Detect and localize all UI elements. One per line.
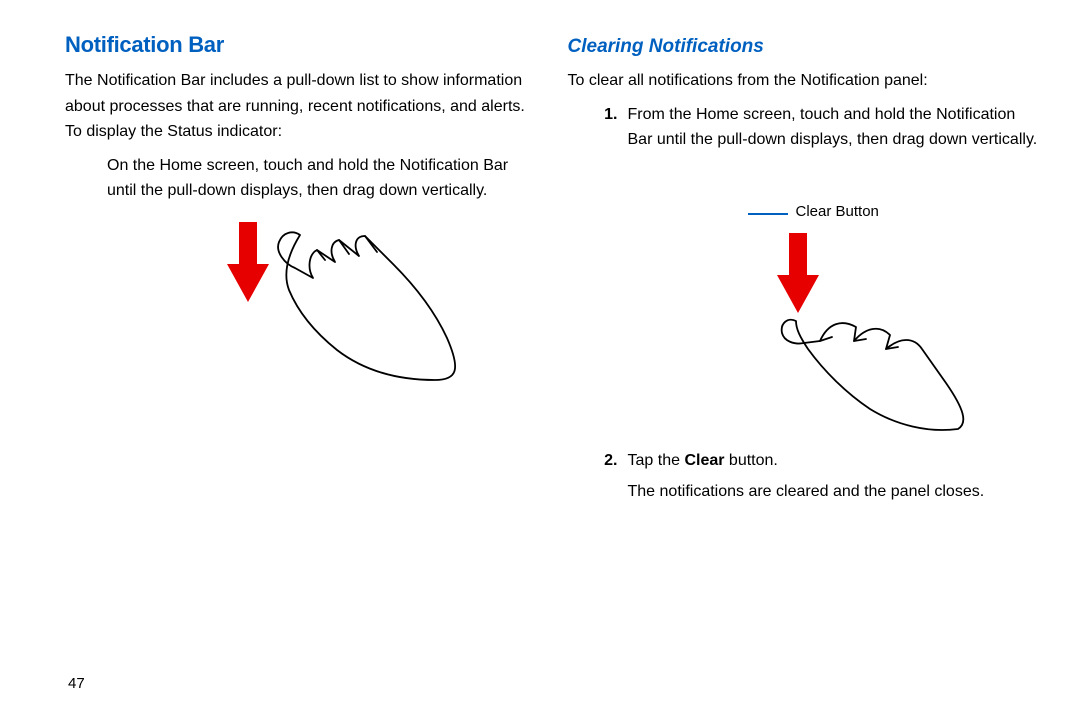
page-number: 47 — [68, 675, 85, 692]
step-2: 2. Tap the Clear button. — [568, 448, 1041, 474]
left-column: Notification Bar The Notification Bar in… — [65, 32, 538, 513]
figure-hand-drag — [125, 214, 538, 384]
step-2-suffix: button. — [724, 452, 777, 469]
figure-hand-tap: Clear Button — [628, 173, 1041, 433]
step-1-text: From the Home screen, touch and hold the… — [628, 102, 1041, 153]
step-1-number: 1. — [598, 102, 618, 153]
para-instruction: On the Home screen, touch and hold the N… — [65, 153, 538, 204]
para-intro: The Notification Bar includes a pull-dow… — [65, 68, 538, 145]
heading-notification-bar: Notification Bar — [65, 32, 538, 58]
heading-clearing-notifications: Clearing Notifications — [568, 36, 1041, 58]
para-result: The notifications are cleared and the pa… — [568, 479, 1041, 505]
step-2-text: Tap the Clear button. — [628, 448, 1041, 474]
step-1: 1. From the Home screen, touch and hold … — [568, 102, 1041, 153]
right-column: Clearing Notifications To clear all noti… — [568, 32, 1041, 513]
step-2-number: 2. — [598, 448, 618, 474]
para-clear-intro: To clear all notifications from the Noti… — [568, 68, 1041, 94]
step-2-prefix: Tap the — [628, 452, 685, 469]
callout-label: Clear Button — [796, 203, 879, 220]
step-2-bold: Clear — [684, 452, 724, 469]
callout-line — [748, 213, 788, 215]
